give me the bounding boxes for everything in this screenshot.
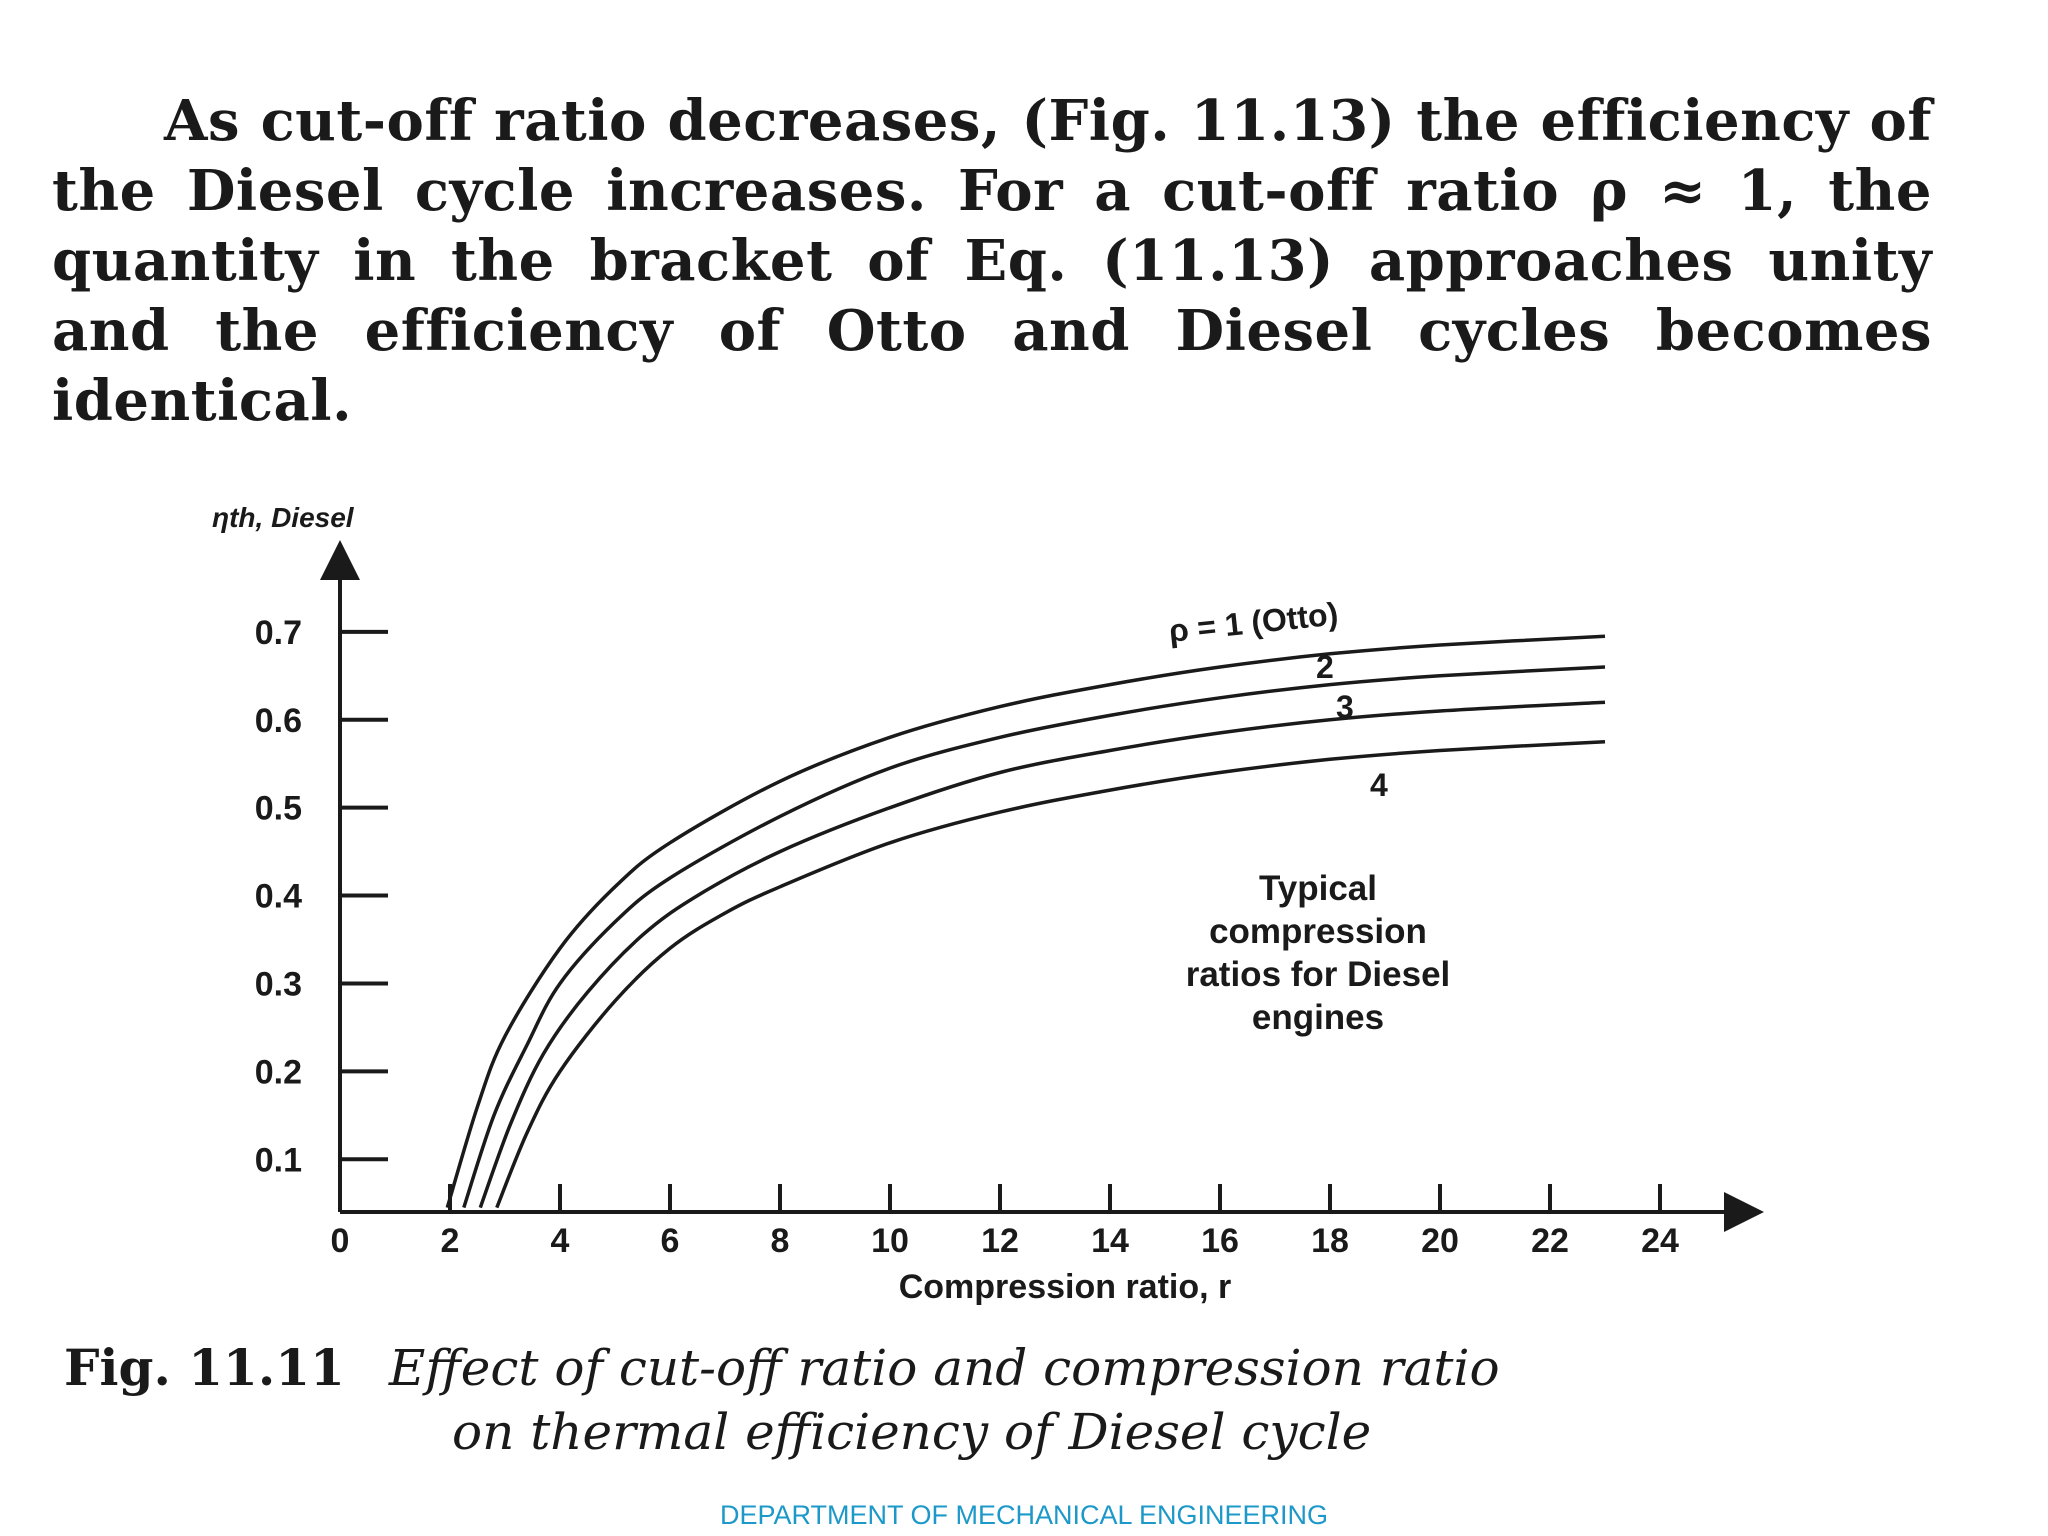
x-tick-label: 14 <box>1091 1222 1129 1260</box>
curve-rho-3 <box>478 700 1606 1209</box>
x-tick-label: 0 <box>331 1222 350 1260</box>
annotation-line: Typical <box>1259 869 1377 908</box>
y-tick-label: 0.5 <box>255 790 302 828</box>
x-tick-label: 6 <box>661 1222 680 1260</box>
y-tick-label: 0.4 <box>255 878 302 916</box>
y-tick-label: 0.3 <box>255 965 302 1003</box>
x-tick-label: 12 <box>981 1222 1019 1260</box>
x-tick-label: 8 <box>771 1222 790 1260</box>
x-axis-label: Compression ratio, r <box>899 1268 1232 1306</box>
curve-label-rho-4: 4 <box>1370 767 1388 803</box>
annotation-line: ratios for Diesel <box>1186 955 1451 994</box>
x-tick-label: 18 <box>1311 1222 1349 1260</box>
curve-label-otto: ρ = 1 (Otto) <box>1167 595 1340 649</box>
footer-department: DEPARTMENT OF MECHANICAL ENGINEERING <box>719 1500 1329 1530</box>
x-tick-label: 20 <box>1421 1222 1459 1260</box>
curve-label-rho-2: 2 <box>1316 649 1334 685</box>
figure-label: Fig. 11.11 <box>64 1338 345 1397</box>
x-tick-label: 10 <box>871 1222 909 1260</box>
curve-rho-1 <box>445 634 1606 1209</box>
caption-line-2: on thermal efficiency of Diesel cycle <box>452 1403 1372 1461</box>
x-tick-label: 2 <box>441 1222 460 1260</box>
x-tick-label: 22 <box>1531 1222 1569 1260</box>
annotation-line: engines <box>1252 998 1384 1037</box>
x-tick-label: 4 <box>551 1222 570 1260</box>
curve-rho-2 <box>462 665 1606 1209</box>
y-tick-label: 0.7 <box>255 614 302 652</box>
caption-line-1: Effect of cut-off ratio and compression … <box>388 1339 1500 1397</box>
y-axis-label: ηth, Diesel <box>212 502 355 533</box>
curve-rho-4 <box>495 739 1606 1209</box>
y-tick-label: 0.6 <box>255 702 302 740</box>
body-paragraph: As cut-off ratio decreases, (Fig. 11.13)… <box>52 88 1932 434</box>
y-tick-label: 0.1 <box>255 1141 302 1179</box>
x-tick-label: 16 <box>1201 1222 1239 1260</box>
efficiency-chart: ηth, Diesel 0.10.20.30.40.50.60.70 2 4 6 8 10… <box>212 502 1764 1306</box>
x-tick-label: 24 <box>1641 1222 1679 1260</box>
annotation-line: compression <box>1209 912 1427 951</box>
y-tick-label: 0.2 <box>255 1053 302 1091</box>
figure-caption: Fig. 11.11 Effect of cut-off ratio and co… <box>64 1336 1944 1464</box>
curve-label-rho-3: 3 <box>1336 689 1354 725</box>
